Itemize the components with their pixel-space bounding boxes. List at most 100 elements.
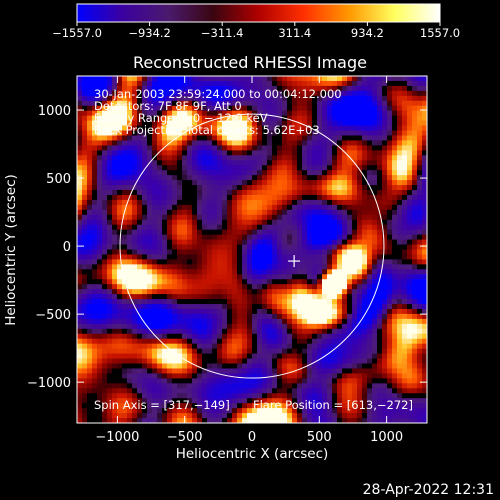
image-pixel xyxy=(367,264,373,270)
image-pixel xyxy=(287,140,293,146)
image-pixel xyxy=(397,219,403,226)
image-pixel xyxy=(357,274,363,280)
image-pixel xyxy=(352,234,358,240)
image-pixel xyxy=(397,289,403,295)
image-pixel xyxy=(362,95,368,102)
image-pixel xyxy=(227,185,233,191)
image-pixel xyxy=(412,289,418,295)
image-pixel xyxy=(322,80,328,87)
image-pixel xyxy=(312,175,318,181)
image-pixel xyxy=(167,373,173,379)
image-pixel xyxy=(352,408,358,414)
image-pixel xyxy=(97,194,103,201)
image-pixel xyxy=(267,160,273,166)
image-pixel xyxy=(312,234,318,240)
image-pixel xyxy=(97,115,103,122)
image-pixel xyxy=(127,90,133,97)
image-pixel xyxy=(257,279,263,285)
image-pixel xyxy=(307,313,313,320)
image-pixel xyxy=(367,140,373,146)
image-pixel xyxy=(377,224,383,231)
image-pixel xyxy=(422,125,427,131)
image-pixel xyxy=(92,259,98,265)
image-pixel xyxy=(382,373,388,379)
image-pixel xyxy=(122,175,128,181)
image-pixel xyxy=(222,229,228,236)
image-pixel xyxy=(117,328,123,335)
image-pixel xyxy=(137,85,143,92)
image-pixel xyxy=(187,170,193,176)
image-pixel xyxy=(187,308,193,315)
image-pixel xyxy=(182,274,188,280)
image-pixel xyxy=(407,135,413,141)
image-pixel xyxy=(367,180,373,186)
image-pixel xyxy=(202,100,208,107)
image-pixel xyxy=(262,76,268,82)
image-pixel xyxy=(137,418,143,423)
image-pixel xyxy=(382,333,388,340)
image-pixel xyxy=(272,294,278,300)
image-pixel xyxy=(332,254,338,260)
image-pixel xyxy=(77,373,83,379)
image-pixel xyxy=(317,194,323,201)
image-pixel xyxy=(297,388,303,394)
image-pixel xyxy=(187,338,193,345)
image-pixel xyxy=(292,115,298,122)
image-pixel xyxy=(182,289,188,295)
image-pixel xyxy=(92,165,98,171)
image-pixel xyxy=(412,403,418,409)
image-pixel xyxy=(362,264,368,270)
image-pixel xyxy=(302,165,308,171)
image-pixel xyxy=(247,413,253,419)
image-pixel xyxy=(142,388,148,394)
image-pixel xyxy=(202,388,208,394)
image-pixel xyxy=(362,343,368,350)
image-pixel xyxy=(357,328,363,335)
image-pixel xyxy=(382,249,388,255)
image-pixel xyxy=(272,219,278,226)
image-pixel xyxy=(312,199,318,206)
image-pixel xyxy=(337,76,343,82)
image-pixel xyxy=(77,214,83,221)
image-pixel xyxy=(282,264,288,270)
image-pixel xyxy=(367,373,373,379)
image-pixel xyxy=(317,214,323,221)
image-pixel xyxy=(112,140,118,146)
image-pixel xyxy=(252,358,258,364)
image-pixel xyxy=(317,348,323,354)
image-pixel xyxy=(377,338,383,345)
image-pixel xyxy=(392,373,398,379)
image-pixel xyxy=(297,413,303,419)
image-pixel xyxy=(322,408,328,414)
image-pixel xyxy=(402,85,408,92)
image-pixel xyxy=(377,85,383,92)
image-pixel xyxy=(102,190,108,196)
image-pixel xyxy=(342,368,348,374)
image-pixel xyxy=(92,403,98,409)
image-pixel xyxy=(112,328,118,335)
image-pixel xyxy=(282,313,288,320)
image-pixel xyxy=(287,259,293,265)
image-pixel xyxy=(122,254,128,260)
image-pixel xyxy=(272,353,278,359)
image-pixel xyxy=(277,219,283,226)
image-pixel xyxy=(272,284,278,290)
image-pixel xyxy=(372,388,378,394)
image-pixel xyxy=(367,249,373,255)
image-pixel xyxy=(177,76,183,82)
image-pixel xyxy=(422,135,427,141)
image-pixel xyxy=(422,408,427,414)
image-pixel xyxy=(407,269,413,275)
image-pixel xyxy=(122,95,128,102)
image-pixel xyxy=(187,418,193,423)
image-pixel xyxy=(322,259,328,265)
image-pixel xyxy=(117,299,123,305)
image-pixel xyxy=(197,175,203,181)
image-pixel xyxy=(227,279,233,285)
image-pixel xyxy=(192,105,198,112)
image-pixel xyxy=(417,249,423,255)
image-pixel xyxy=(382,140,388,146)
image-pixel xyxy=(287,378,293,384)
image-pixel xyxy=(362,140,368,146)
image-pixel xyxy=(97,80,103,87)
